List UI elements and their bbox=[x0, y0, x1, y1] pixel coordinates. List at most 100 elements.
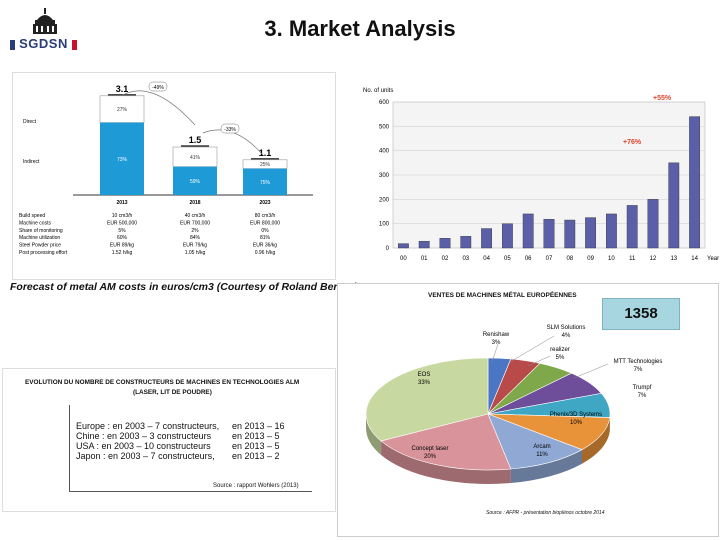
units-xtick-label: 03 bbox=[462, 256, 469, 262]
cost-forecast-panel: Direct Indirect 3.1 27% 73% 2013 1.5 41% 59% 2018… bbox=[12, 72, 336, 280]
cost-table-value: 5% bbox=[118, 228, 126, 234]
cost-table-label: Steel Powder price bbox=[19, 243, 61, 249]
units-ytick-label: 200 bbox=[379, 197, 390, 203]
units-xtick-label: 12 bbox=[650, 256, 657, 262]
units-bar bbox=[418, 240, 430, 249]
pie-slice-percent: 5% bbox=[556, 355, 565, 361]
units-bar bbox=[501, 223, 513, 249]
pie-leader-line bbox=[527, 355, 551, 367]
units-bar bbox=[522, 213, 534, 249]
cost-table-label: Machine costs bbox=[19, 220, 51, 226]
reduction-label: -33% bbox=[224, 127, 236, 133]
units-xlabel: Year bbox=[707, 256, 719, 262]
cost-total-label: 1.1 bbox=[259, 148, 272, 158]
pie-slice-name: MTT Technologies bbox=[614, 359, 663, 365]
manufacturers-source: Source : rapport Wohlers (2013) bbox=[213, 483, 299, 489]
logo-text: SGDSN bbox=[19, 36, 68, 51]
units-ytick-label: 0 bbox=[386, 246, 390, 252]
pie-slice-name: Trumpf bbox=[633, 385, 652, 391]
manufacturers-row-2013: en 2013 – 16 bbox=[232, 421, 285, 431]
sales-pie-source: Source : AFPR - présentation bioplénos o… bbox=[486, 510, 605, 516]
units-xtick-label: 07 bbox=[546, 256, 553, 262]
units-xtick-label: 14 bbox=[691, 256, 698, 262]
pie-slice-name: Renishaw bbox=[483, 332, 510, 338]
cost-table-value: 80 cm3/h bbox=[255, 213, 276, 219]
units-xtick-label: 05 bbox=[504, 256, 511, 262]
units-xtick-label: 13 bbox=[670, 256, 677, 262]
pie-slice-percent: 3% bbox=[492, 340, 501, 346]
sgdsn-logo: SGDSN bbox=[10, 6, 84, 56]
units-xtick-label: 09 bbox=[587, 256, 594, 262]
row-label-indirect: Indirect bbox=[23, 159, 40, 165]
pie-slice-name: Concept laser bbox=[411, 446, 448, 452]
manufacturers-title: EVOLUTION DU NOMBRE DE CONSTRUCTEURS DE … bbox=[25, 379, 300, 386]
pie-slice bbox=[380, 413, 512, 471]
pie-slice-name: EOS bbox=[418, 372, 431, 378]
manufacturers-subtitle: (LASER, LIT DE POUDRE) bbox=[133, 389, 212, 396]
units-xtick-label: 04 bbox=[483, 256, 490, 262]
sales-pie-chart: Renishaw 3% SLM Solutions 4% realizer 5% MTT T… bbox=[365, 325, 663, 484]
manufacturers-row-2003: Japon : en 2003 – 7 constructeurs, bbox=[76, 451, 215, 461]
reduction-arrow bbox=[122, 90, 196, 126]
cost-table-value: EUR 800,000 bbox=[250, 220, 280, 226]
pie-slice bbox=[487, 413, 583, 470]
manufacturers-row-2003: Chine : en 2003 – 3 constructeurs bbox=[76, 431, 212, 441]
pie-leader-line bbox=[509, 335, 555, 363]
units-xtick-label: 00 bbox=[400, 256, 407, 262]
cost-table-label: Share of monitoring bbox=[19, 228, 63, 234]
cost-bar-direct bbox=[172, 146, 218, 167]
cost-table-value: 84% bbox=[190, 235, 201, 241]
row-label-direct: Direct bbox=[23, 119, 37, 125]
manufacturers-row-2013: en 2013 – 2 bbox=[232, 451, 280, 461]
cost-table-value: EUR 79/kg bbox=[183, 243, 207, 249]
pie-slice-percent: 33% bbox=[418, 380, 431, 386]
cost-table-value: 40 cm3/h bbox=[185, 213, 206, 219]
manufacturers-row-2013: en 2013 – 5 bbox=[232, 441, 280, 451]
cost-year-label: 2018 bbox=[189, 200, 200, 206]
manufacturers-row-2013: en 2013 – 5 bbox=[232, 431, 280, 441]
cost-table-value: 0% bbox=[261, 228, 269, 234]
sales-pie-title: VENTES DE MACHINES MÉTAL EUROPÉENNES bbox=[428, 292, 577, 299]
manufacturers-row-2003: Europe : en 2003 – 7 constructeurs, bbox=[76, 421, 220, 431]
units-ytick-label: 300 bbox=[379, 173, 390, 179]
cost-table-value: 60% bbox=[117, 235, 128, 241]
units-xtick-label: 06 bbox=[525, 256, 532, 262]
cost-table-label: Machine utilization bbox=[19, 235, 60, 241]
pie-slice-side bbox=[366, 414, 382, 455]
units-ytick-label: 400 bbox=[379, 149, 390, 155]
pie-slice bbox=[365, 357, 489, 442]
units-ytick-label: 100 bbox=[379, 222, 390, 228]
cost-bar-indirect bbox=[100, 122, 144, 195]
manufacturers-table: Europe : en 2003 – 7 constructeurs, en 20… bbox=[69, 405, 312, 492]
units-bar bbox=[460, 236, 472, 249]
cost-table-value: EUR 700,000 bbox=[180, 220, 210, 226]
units-bar bbox=[668, 162, 680, 249]
units-ytick-label: 600 bbox=[379, 100, 390, 106]
units-bar bbox=[543, 219, 555, 249]
reduction-badge bbox=[148, 81, 168, 92]
pie-slice-percent: 11% bbox=[536, 452, 548, 458]
pie-slice bbox=[487, 413, 611, 451]
units-xtick-label: 08 bbox=[566, 256, 573, 262]
cost-table-value: 10 cm3/h bbox=[112, 213, 133, 219]
pie-slice-percent: 20% bbox=[424, 454, 437, 460]
units-ylabel: No. of units bbox=[363, 88, 393, 94]
building-dome-icon bbox=[33, 8, 57, 34]
pie-slice-percent: 4% bbox=[562, 333, 571, 339]
cost-table-value: 1.52 h/kg bbox=[112, 250, 133, 256]
pie-slice-side bbox=[381, 440, 511, 484]
pie-slice-percent: 7% bbox=[634, 367, 643, 373]
reduction-label: -49% bbox=[152, 85, 164, 91]
units-bar bbox=[481, 228, 492, 249]
units-annotation: +76% bbox=[623, 139, 642, 146]
manufacturers-panel: EVOLUTION DU NOMBRE DE CONSTRUCTEURS DE … bbox=[2, 368, 336, 512]
units-xtick-label: 10 bbox=[608, 256, 615, 262]
cost-bar-direct bbox=[99, 95, 145, 123]
sales-total-badge: 1358 bbox=[602, 298, 680, 330]
cost-table-label: Build speed bbox=[19, 213, 45, 219]
manufacturers-row: Japon : en 2003 – 7 constructeurs, en 201… bbox=[76, 451, 312, 461]
pie-slice-name: Phenix/3D Systems bbox=[550, 412, 602, 418]
cost-direct-pct: 41% bbox=[190, 155, 201, 161]
pie-leader-line bbox=[573, 363, 609, 379]
pie-slice-name: Arcam bbox=[533, 444, 550, 450]
